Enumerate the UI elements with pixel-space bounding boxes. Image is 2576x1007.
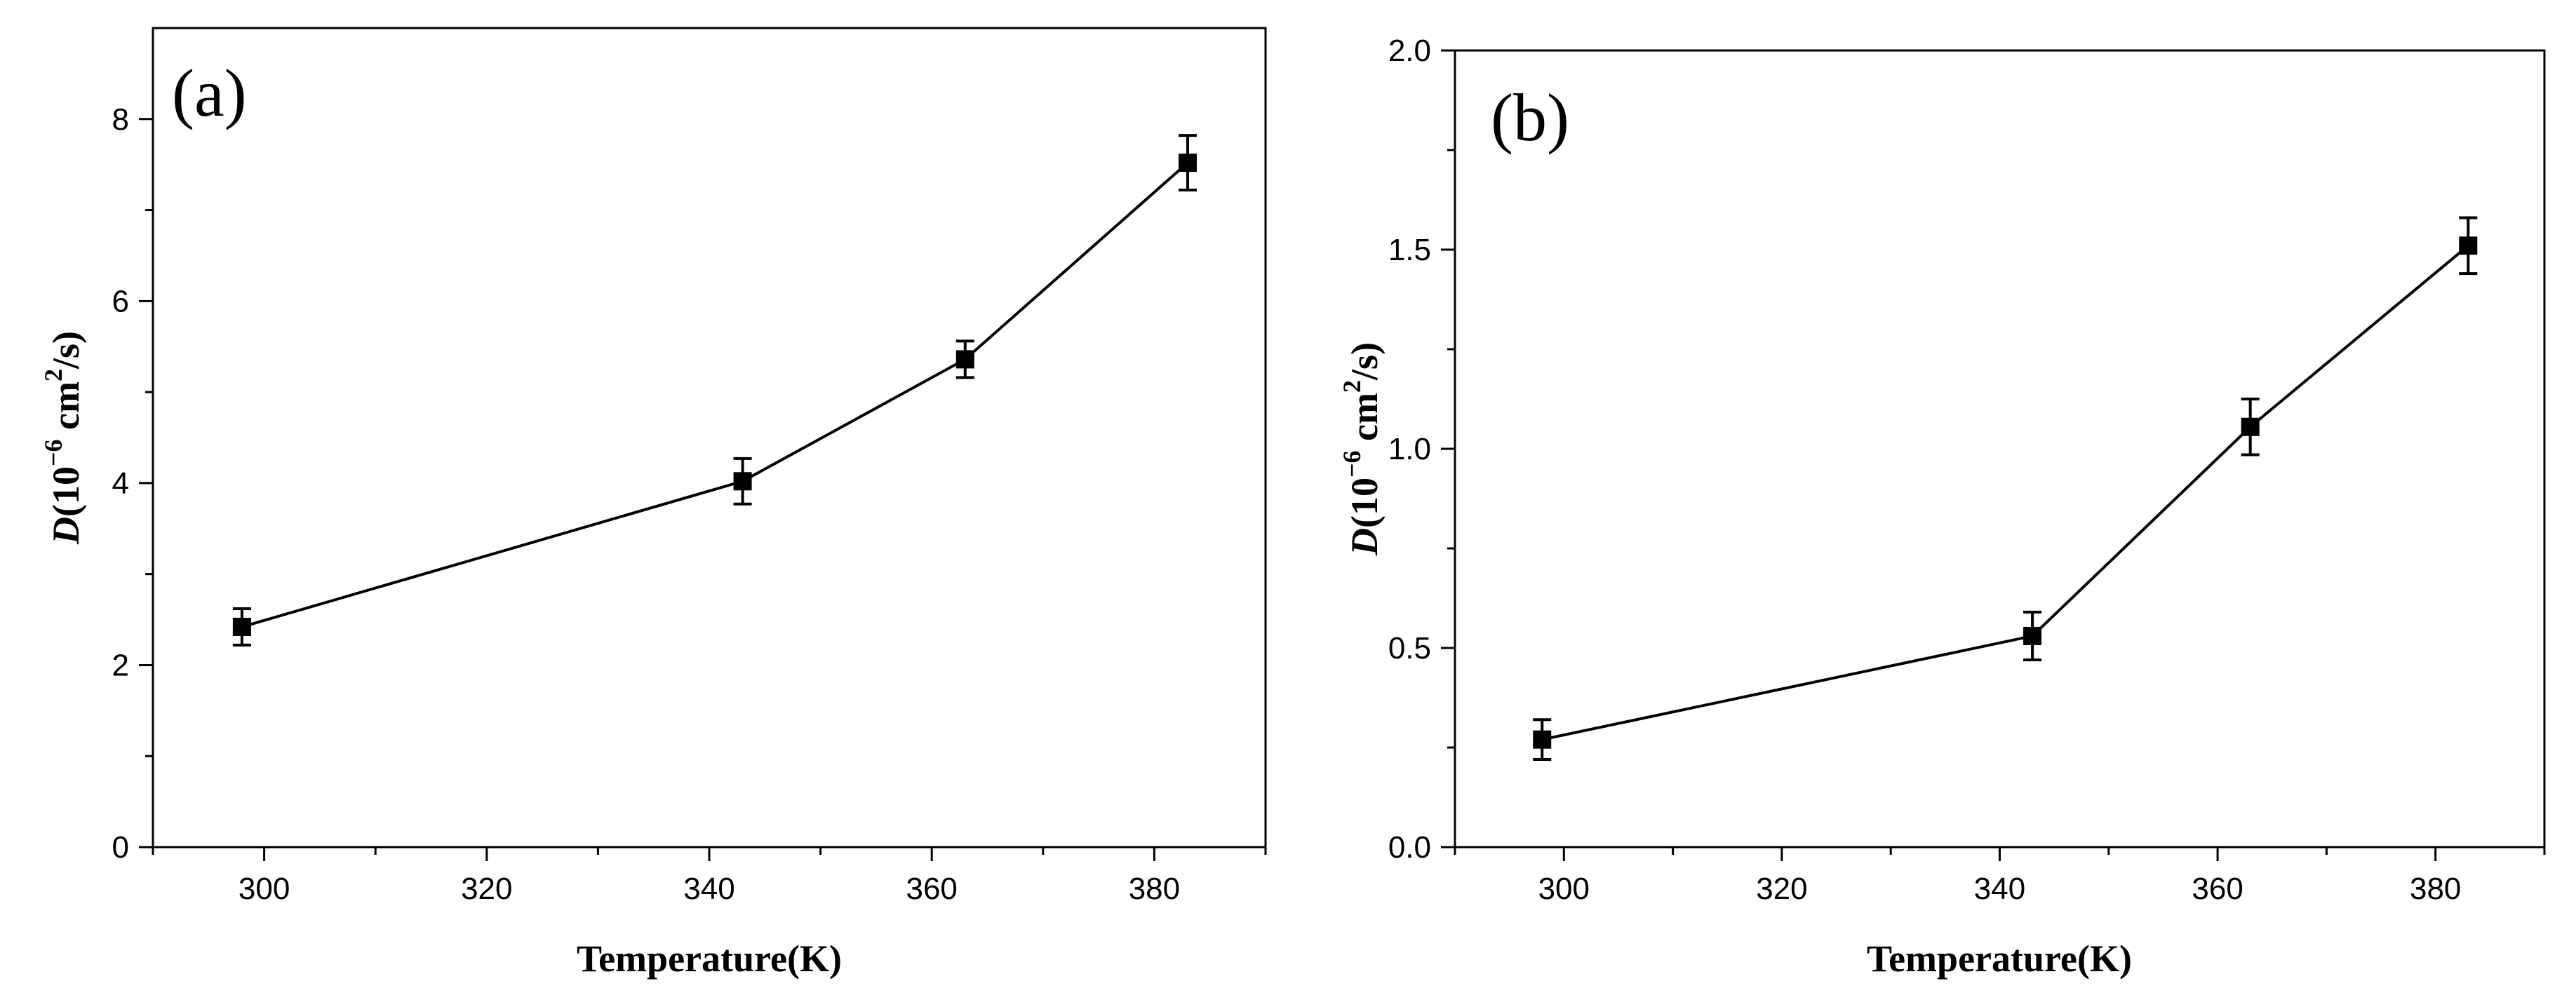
plot-frame-b (1454, 49, 2546, 849)
y-axis-unit-a: cm (45, 381, 87, 439)
x-tick-label-b: 320 (1756, 872, 1807, 906)
data-point-b (2241, 417, 2260, 436)
x-tick-label-a: 300 (239, 872, 290, 906)
data-point-a (955, 350, 974, 369)
y-tick-label-b: 1.5 (1388, 233, 1431, 267)
x-tick-label-a: 340 (683, 872, 734, 906)
y-tick-label-a: 6 (112, 284, 129, 318)
x-tick-label-b: 380 (2410, 872, 2461, 906)
y-axis-unit-b: cm (1343, 393, 1386, 450)
panel-b: (b) 300 320 340 360 380 0.0 0.5 1.0 1.5 2.0 Tempe… (1338, 34, 2546, 980)
y-axis-exp1-a: −6 (39, 439, 67, 466)
series-b (1533, 216, 2478, 762)
data-point-a (1178, 154, 1197, 173)
ticks-b: 300 320 340 360 380 0.0 0.5 1.0 1.5 2.0 (1388, 34, 2546, 906)
y-axis-title-b: D(10−6 cm2/s) (1338, 342, 1386, 556)
x-axis-title-b: Temperature(K) (1867, 938, 2132, 980)
y-axis-symbol-a: D (45, 517, 87, 545)
y-tick-label-b: 2.0 (1388, 34, 1431, 68)
y-axis-open-a: (10 (45, 466, 87, 517)
y-tick-label-a: 0 (112, 830, 129, 865)
y-tick-label-a: 8 (112, 102, 129, 137)
data-point-a (232, 617, 251, 636)
plot-frame-a (152, 27, 1267, 849)
y-axis-close-a: /s) (45, 331, 87, 370)
y-axis-exp2-a: 2 (39, 369, 67, 381)
series-line-b (1541, 244, 2469, 741)
series-a (232, 134, 1197, 647)
x-tick-label-b: 340 (1974, 872, 2025, 906)
series-line-a (241, 161, 1189, 628)
y-tick-label-b: 0.5 (1388, 631, 1431, 665)
y-tick-label-a: 2 (112, 648, 129, 682)
y-axis-exp1-b: −6 (1338, 450, 1366, 478)
data-point-b (1533, 730, 1552, 749)
ticks-a: 300 320 340 360 380 0 2 4 6 8 (112, 102, 1267, 906)
panel-label-b: (b) (1491, 80, 1569, 155)
y-tick-label-b: 1.0 (1388, 432, 1431, 466)
x-tick-label-a: 360 (906, 872, 957, 906)
y-tick-label-b: 0.0 (1388, 830, 1431, 865)
x-tick-label-a: 380 (1129, 872, 1180, 906)
y-axis-title-a: D(10−6 cm2/s) (39, 331, 87, 545)
x-tick-label-b: 300 (1538, 872, 1590, 906)
x-tick-label-b: 360 (2192, 872, 2243, 906)
y-axis-exp2-b: 2 (1338, 380, 1366, 393)
data-point-a (733, 472, 752, 491)
y-axis-open-b: (10 (1343, 478, 1386, 528)
x-tick-label-a: 320 (461, 872, 512, 906)
x-axis-title-a: Temperature(K) (577, 938, 842, 980)
panel-label-a: (a) (172, 55, 247, 130)
data-point-b (2023, 626, 2042, 645)
y-axis-close-b: /s) (1343, 342, 1386, 381)
y-tick-label-a: 4 (112, 466, 129, 501)
y-axis-symbol-b: D (1343, 528, 1386, 556)
data-point-b (2459, 236, 2478, 255)
